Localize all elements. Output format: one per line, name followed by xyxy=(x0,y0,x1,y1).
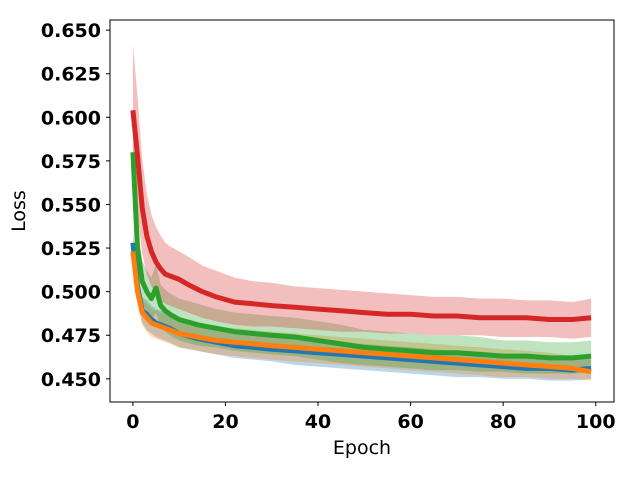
y-tick-label: 0.525 xyxy=(41,238,101,260)
series-3-band xyxy=(132,138,592,374)
x-tick-label: 20 xyxy=(212,411,238,433)
y-tick-label: 0.450 xyxy=(41,369,101,391)
y-axis-label: Loss xyxy=(8,190,30,232)
x-tick-label: 40 xyxy=(305,411,331,433)
y-tick-label: 0.600 xyxy=(41,107,101,129)
x-tick-label: 100 xyxy=(576,411,616,433)
y-tick-label: 0.475 xyxy=(41,325,101,347)
y-tick-label: 0.650 xyxy=(41,20,101,42)
plot-frame xyxy=(109,19,615,403)
x-tick-label: 0 xyxy=(126,411,139,433)
x-tick-label: 80 xyxy=(490,411,516,433)
series-4-line xyxy=(130,110,592,322)
y-tick-label: 0.625 xyxy=(41,64,101,86)
x-tick-label: 60 xyxy=(397,411,423,433)
series-lines xyxy=(130,110,592,375)
y-tick-label: 0.500 xyxy=(41,282,101,304)
x-axis-label: Epoch xyxy=(333,437,391,459)
y-tick-label: 0.575 xyxy=(41,151,101,173)
series-2-line xyxy=(130,251,592,375)
y-axis-ticks: 0.450 0.475 0.500 0.525 0.550 0.575 0.600 0.625… xyxy=(41,20,110,391)
series-4-band xyxy=(132,44,592,339)
y-tick-label: 0.550 xyxy=(41,194,101,216)
series-3-line xyxy=(130,152,592,361)
x-axis-ticks: 0 20 40 60 80 100 xyxy=(126,402,616,433)
